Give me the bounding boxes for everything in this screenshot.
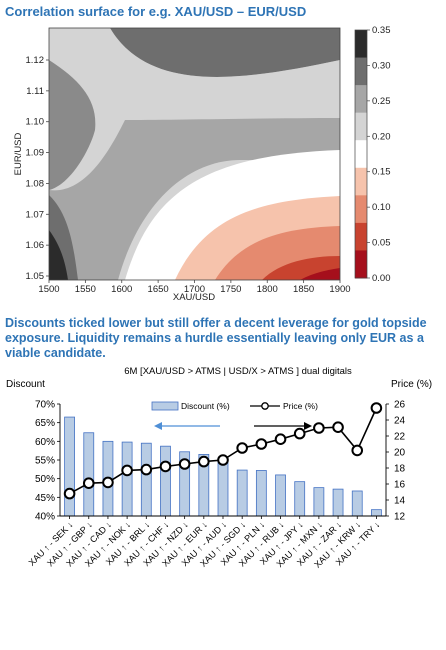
price-marker — [217, 454, 229, 466]
heatmap-x-tick-label: 1700 — [184, 284, 205, 295]
discount-bar — [64, 416, 75, 517]
price-marker — [178, 458, 191, 470]
heatmap-y-tick-label: 1.07 — [26, 209, 45, 220]
right-axis-tick-label: 14 — [394, 496, 406, 507]
colorbar-segment — [355, 222, 367, 251]
heatmap-y-tick-label: 1.05 — [26, 271, 45, 282]
heatmap-x-tick-label: 1650 — [148, 284, 169, 295]
colorbar-segment — [355, 30, 367, 59]
colorbar-tick-label: 0.00 — [372, 273, 391, 284]
legend-line-label: Price (%) — [283, 401, 318, 411]
discount-bar — [121, 441, 133, 517]
discount-bar — [351, 490, 363, 517]
colorbar-tick-label: 0.10 — [372, 202, 391, 213]
right-arrow-annotation — [254, 422, 312, 430]
price-marker — [236, 442, 248, 454]
price-marker — [121, 464, 133, 477]
left-axis-tick-label: 45% — [35, 493, 55, 504]
right-axis-tick-label: 24 — [394, 416, 406, 427]
heatmap-y-tick-label: 1.09 — [26, 148, 45, 159]
colorbar-tick-label: 0.20 — [372, 131, 391, 142]
right-axis-tick-label: 22 — [394, 432, 406, 443]
colorbar-frame — [354, 29, 368, 279]
left-axis-label: Discount — [6, 379, 45, 390]
colorbar-tick-label: 0.05 — [372, 238, 391, 249]
price-marker — [293, 427, 306, 440]
right-axis-tick-label: 16 — [394, 480, 406, 491]
colorbar-tick-label: 0.30 — [372, 60, 391, 71]
price-marker — [102, 476, 114, 489]
left-arrow-annotation — [154, 422, 220, 430]
colorbar-tick-label: 0.25 — [372, 96, 391, 107]
price-marker — [313, 422, 325, 434]
heatmap-x-tick-label: 1850 — [293, 284, 314, 295]
right-axis-tick-label: 12 — [394, 512, 406, 523]
colorbar-segment — [355, 250, 367, 279]
heatmap-ylabel: EUR/USD — [13, 132, 24, 175]
left-axis-tick-label: 55% — [35, 456, 55, 467]
colorbar-tick-label: 0.35 — [372, 25, 391, 36]
discount-bar — [255, 470, 267, 517]
colorbar: 0.35 0.30 0.25 0.20 0.15 0.10 0.05 0.00 — [354, 25, 391, 284]
price-marker — [370, 402, 383, 414]
colorbar-segment — [355, 57, 367, 86]
price-marker — [351, 444, 364, 457]
discount-bar — [294, 481, 306, 517]
legend-line-marker — [261, 402, 269, 410]
price-marker — [332, 421, 344, 433]
correlation-surface-chart: 1500 1550 1600 1650 1700 1750 1800 1850 1900 1.0… — [13, 25, 391, 303]
left-axis-tick-label: 70% — [35, 400, 55, 411]
price-marker — [198, 455, 210, 468]
price-marker — [82, 477, 95, 489]
price-marker — [159, 460, 172, 473]
heatmap-x-tick-label: 1550 — [75, 284, 96, 295]
colorbar-segment — [355, 112, 367, 141]
heatmap-x-tick-label: 1600 — [111, 284, 132, 295]
discount-bar — [140, 442, 152, 517]
colorbar-segment — [355, 195, 367, 224]
heatmap-y-tick-label: 1.12 — [26, 55, 45, 66]
heatmap-y-tick-label: 1.06 — [26, 240, 45, 251]
price-marker — [63, 487, 76, 500]
chart-heading: Correlation surface for e.g. XAU/USD – E… — [5, 4, 307, 19]
colorbar-tick-label: 0.15 — [372, 167, 391, 178]
caption-text: Discounts ticked lower but still offer a… — [5, 316, 427, 360]
bar-chart-title: 6M [XAU/USD > ATMS | USD/X > ATMS ] dual… — [124, 366, 352, 377]
right-axis-tick-label: 26 — [394, 400, 406, 411]
left-axis-tick-label: 40% — [35, 512, 55, 523]
discount-bar — [160, 445, 171, 517]
heatmap-y-tick-label: 1.10 — [26, 117, 45, 128]
left-axis-tick-label: 60% — [35, 437, 55, 448]
price-marker — [255, 438, 268, 450]
heatmap-surface — [49, 28, 340, 280]
left-axis-tick-label: 50% — [35, 474, 55, 485]
left-axis-tick-label: 65% — [35, 418, 55, 429]
legend: Discount (%) Price (%) — [151, 401, 318, 411]
heatmap-x-tick-label: 1800 — [257, 284, 278, 295]
discount-bar — [217, 457, 229, 517]
right-axis-tick-label: 18 — [394, 464, 406, 475]
right-axis-tick-label: 20 — [394, 448, 406, 459]
heatmap-y-tick-label: 1.11 — [26, 86, 44, 97]
colorbar-segment — [355, 167, 367, 196]
colorbar-segment — [355, 140, 367, 169]
discount-bar — [313, 487, 325, 517]
heatmap-x-tick-label: 1500 — [38, 284, 59, 295]
heatmap-y-tick-label: 1.08 — [26, 178, 45, 189]
price-marker — [274, 433, 287, 445]
discount-bar — [332, 488, 344, 517]
legend-bar-swatch — [151, 401, 179, 411]
colorbar-segment — [355, 85, 367, 114]
heatmap-x-tick-label: 1750 — [220, 284, 241, 295]
heatmap-x-tick-label: 1900 — [329, 284, 350, 295]
discount-bar — [275, 474, 286, 517]
discount-bar — [371, 509, 382, 517]
price-marker — [140, 463, 153, 476]
discount-bar — [83, 432, 95, 517]
legend-bar-label: Discount (%) — [181, 401, 230, 411]
dual-digital-chart: 6M [XAU/USD > ATMS | USD/X > ATMS ] dual… — [6, 366, 432, 570]
right-axis-label: Price (%) — [391, 379, 432, 390]
heatmap-xlabel: XAU/USD — [173, 292, 215, 303]
discount-bar — [236, 469, 248, 517]
